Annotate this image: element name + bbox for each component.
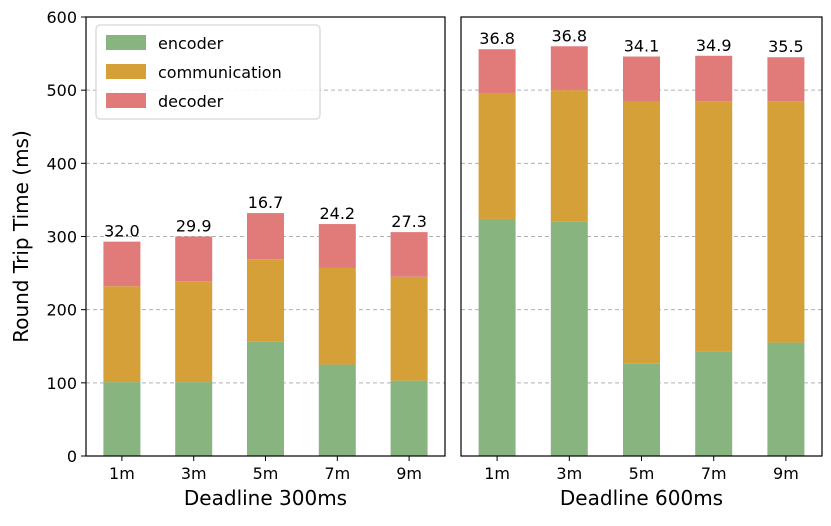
legend-box bbox=[95, 24, 321, 120]
bar-communication-9m-panel1 bbox=[390, 276, 428, 381]
bar-label-1m-panel1: 32.0 bbox=[104, 222, 140, 241]
y-tick-label-300: 300 bbox=[46, 228, 77, 247]
legend-label-decoder: decoder bbox=[158, 92, 224, 111]
bar-decoder-1m-panel2 bbox=[478, 49, 516, 94]
x-tick-label-3m-panel2: 3m bbox=[556, 464, 582, 483]
x-axis-label-panel2: Deadline 600ms bbox=[560, 486, 723, 510]
bar-communication-5m-panel1 bbox=[247, 259, 284, 342]
legend-swatch-encoder bbox=[106, 35, 146, 50]
bar-communication-1m-panel2 bbox=[478, 93, 516, 219]
bar-decoder-5m-panel1 bbox=[247, 213, 284, 260]
bar-label-7m-panel1: 24.2 bbox=[319, 204, 355, 223]
y-tick-label-500: 500 bbox=[46, 81, 77, 100]
x-tick-label-5m-panel2: 5m bbox=[629, 464, 655, 483]
y-tick-label-400: 400 bbox=[46, 154, 77, 173]
bar-encoder-9m-panel2 bbox=[767, 342, 805, 456]
bar-decoder-3m-panel2 bbox=[550, 46, 588, 91]
x-tick-label-7m-panel2: 7m bbox=[701, 464, 727, 483]
bar-encoder-1m-panel2 bbox=[478, 218, 516, 456]
x-tick-label-5m-panel1: 5m bbox=[253, 464, 279, 483]
bar-decoder-9m-panel2 bbox=[767, 57, 805, 102]
panel-frame-2 bbox=[460, 16, 823, 457]
bar-encoder-7m-panel1 bbox=[318, 364, 356, 456]
x-axis-label-panel1: Deadline 300ms bbox=[184, 486, 347, 510]
bar-label-3m-panel2: 36.8 bbox=[551, 26, 587, 45]
y-tick-label-200: 200 bbox=[46, 301, 77, 320]
y-axis-label: Round Trip Time (ms) bbox=[9, 130, 33, 343]
bar-decoder-9m-panel1 bbox=[390, 232, 428, 277]
bar-encoder-5m-panel2 bbox=[623, 363, 660, 456]
y-tick-label-0: 0 bbox=[67, 447, 77, 466]
bar-communication-3m-panel2 bbox=[550, 90, 588, 222]
bar-communication-7m-panel2 bbox=[695, 101, 733, 352]
bar-communication-5m-panel2 bbox=[623, 101, 660, 364]
x-tick-label-1m-panel1: 1m bbox=[109, 464, 135, 483]
bar-decoder-5m-panel2 bbox=[623, 56, 660, 102]
x-tick-label-1m-panel2: 1m bbox=[484, 464, 510, 483]
bar-label-5m-panel2: 34.1 bbox=[624, 37, 660, 56]
x-tick-label-3m-panel1: 3m bbox=[181, 464, 207, 483]
bar-decoder-1m-panel1 bbox=[103, 241, 141, 287]
bar-encoder-7m-panel2 bbox=[695, 351, 733, 456]
bar-label-5m-panel1: 16.7 bbox=[248, 193, 284, 212]
legend-label-encoder: encoder bbox=[158, 34, 224, 53]
y-tick-label-600: 600 bbox=[46, 8, 77, 27]
bar-label-7m-panel2: 34.9 bbox=[696, 36, 732, 55]
bar-decoder-7m-panel2 bbox=[695, 55, 733, 102]
bar-label-9m-panel1: 27.3 bbox=[391, 212, 427, 231]
bar-label-9m-panel2: 35.5 bbox=[768, 37, 804, 56]
bar-encoder-5m-panel1 bbox=[247, 341, 284, 456]
bar-label-1m-panel2: 36.8 bbox=[479, 29, 515, 48]
bar-encoder-1m-panel1 bbox=[103, 382, 141, 456]
bar-communication-1m-panel1 bbox=[103, 286, 141, 383]
x-tick-label-9m-panel2: 9m bbox=[773, 464, 799, 483]
bar-communication-9m-panel2 bbox=[767, 101, 805, 343]
bar-communication-3m-panel1 bbox=[175, 281, 213, 383]
bar-decoder-3m-panel1 bbox=[175, 236, 213, 282]
bar-encoder-9m-panel1 bbox=[390, 380, 428, 456]
x-tick-label-7m-panel1: 7m bbox=[324, 464, 350, 483]
bar-decoder-7m-panel1 bbox=[318, 224, 356, 268]
bar-communication-7m-panel1 bbox=[318, 267, 356, 365]
legend-label-communication: communication bbox=[158, 63, 282, 82]
legend-swatch-decoder bbox=[106, 93, 146, 108]
x-tick-label-9m-panel1: 9m bbox=[396, 464, 422, 483]
bar-encoder-3m-panel1 bbox=[175, 382, 213, 456]
legend-swatch-communication bbox=[106, 64, 146, 79]
y-tick-label-100: 100 bbox=[46, 374, 77, 393]
bar-label-3m-panel1: 29.9 bbox=[176, 217, 212, 236]
bar-encoder-3m-panel2 bbox=[550, 221, 588, 456]
